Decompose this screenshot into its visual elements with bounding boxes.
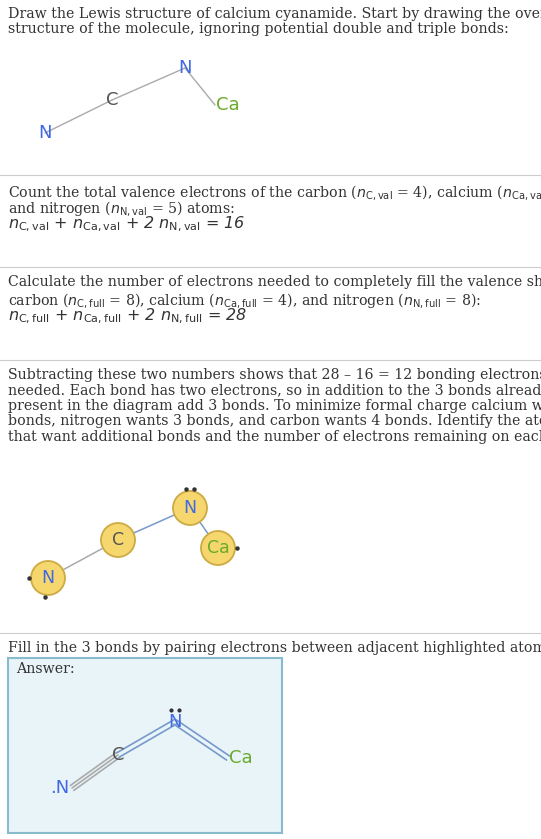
Text: N: N	[42, 569, 55, 587]
Text: present in the diagram add 3 bonds. To minimize formal charge calcium wants 2: present in the diagram add 3 bonds. To m…	[8, 399, 541, 413]
Text: needed. Each bond has two electrons, so in addition to the 3 bonds already: needed. Each bond has two electrons, so …	[8, 383, 541, 398]
Text: carbon ($n_{\rm C,full}$ = 8), calcium ($n_{\rm Ca,full}$ = 4), and nitrogen ($n: carbon ($n_{\rm C,full}$ = 8), calcium (…	[8, 291, 481, 310]
Circle shape	[173, 491, 207, 525]
Text: bonds, nitrogen wants 3 bonds, and carbon wants 4 bonds. Identify the atoms: bonds, nitrogen wants 3 bonds, and carbo…	[8, 414, 541, 429]
Text: C: C	[112, 746, 124, 764]
Text: $n_{\rm C,full}$ + $n_{\rm Ca,full}$ + 2 $n_{\rm N,full}$ = 28: $n_{\rm C,full}$ + $n_{\rm Ca,full}$ + 2…	[8, 307, 247, 326]
Text: that want additional bonds and the number of electrons remaining on each atom:: that want additional bonds and the numbe…	[8, 430, 541, 444]
Text: Fill in the 3 bonds by pairing electrons between adjacent highlighted atoms:: Fill in the 3 bonds by pairing electrons…	[8, 641, 541, 655]
Text: Ca: Ca	[229, 749, 253, 767]
Text: N: N	[178, 59, 192, 77]
Text: N: N	[38, 124, 52, 142]
Text: $n_{\rm C,val}$ + $n_{\rm Ca,val}$ + 2 $n_{\rm N,val}$ = 16: $n_{\rm C,val}$ + $n_{\rm Ca,val}$ + 2 $…	[8, 215, 245, 234]
Text: structure of the molecule, ignoring potential double and triple bonds:: structure of the molecule, ignoring pote…	[8, 22, 509, 36]
Text: Ca: Ca	[216, 96, 240, 114]
Text: Draw the Lewis structure of calcium cyanamide. Start by drawing the overall: Draw the Lewis structure of calcium cyan…	[8, 7, 541, 21]
Text: and nitrogen ($n_{\rm N,val}$ = 5) atoms:: and nitrogen ($n_{\rm N,val}$ = 5) atoms…	[8, 199, 235, 218]
Text: C: C	[105, 91, 118, 109]
Circle shape	[101, 523, 135, 557]
Text: Answer:: Answer:	[16, 662, 75, 676]
Text: N: N	[168, 713, 182, 731]
Text: Subtracting these two numbers shows that 28 – 16 = 12 bonding electrons are: Subtracting these two numbers shows that…	[8, 368, 541, 382]
Text: C: C	[112, 531, 124, 549]
Text: Count the total valence electrons of the carbon ($n_{\rm C,val}$ = 4), calcium (: Count the total valence electrons of the…	[8, 183, 541, 202]
Text: Ca: Ca	[207, 539, 229, 557]
Text: N: N	[183, 499, 196, 517]
Text: Calculate the number of electrons needed to completely fill the valence shells f: Calculate the number of electrons needed…	[8, 275, 541, 289]
Circle shape	[31, 561, 65, 595]
Circle shape	[201, 531, 235, 565]
Text: .N: .N	[50, 779, 69, 797]
FancyBboxPatch shape	[8, 658, 282, 833]
